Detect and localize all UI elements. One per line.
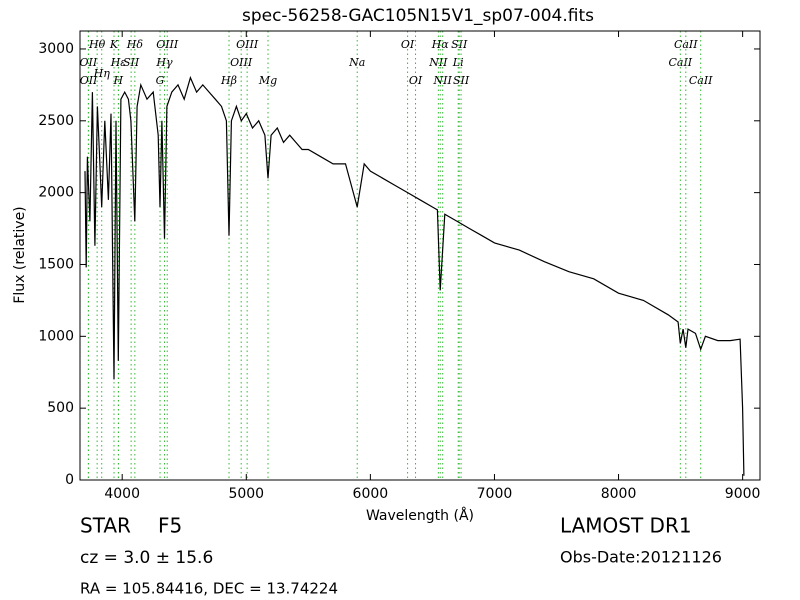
feature-label: OIII (230, 56, 253, 69)
feature-label: Hθ (88, 38, 106, 51)
feature-label: CaII (668, 56, 692, 69)
feature-label: SII (453, 74, 470, 87)
y-axis-label: Flux (relative) (12, 206, 28, 303)
y-tick-label: 1000 (38, 328, 74, 344)
y-tick-label: 2500 (38, 113, 74, 129)
x-tick-label: 9000 (725, 486, 761, 502)
feature-label: NII (428, 56, 448, 69)
feature-label: Hγ (155, 56, 173, 69)
chart-title: spec-56258-GAC105N15V1_sp07-004.fits (242, 6, 594, 26)
x-tick-label: 6000 (353, 486, 389, 502)
feature-label: OIII (156, 38, 179, 51)
y-tick-label: 1500 (38, 256, 74, 272)
x-axis-label: Wavelength (Å) (366, 507, 474, 524)
feature-label: SII (123, 56, 140, 69)
feature-label: Hε (110, 56, 127, 69)
feature-label: Hδ (126, 38, 144, 51)
feature-label: G (156, 74, 165, 87)
y-tick-label: 0 (65, 472, 74, 488)
x-tick-label: 8000 (601, 486, 637, 502)
subclass-label: F5 (158, 514, 182, 538)
feature-label: Hβ (220, 74, 237, 87)
spectrum-line (84, 75, 745, 476)
feature-label: OI (409, 74, 423, 87)
class-label: STAR (80, 514, 131, 538)
x-tick-label: 5000 (228, 486, 264, 502)
feature-label: NII (433, 74, 453, 87)
date-label: Obs-Date:20121126 (560, 548, 722, 567)
plot-frame (79, 30, 761, 481)
x-tick-label: 4000 (104, 486, 140, 502)
feature-label: K (109, 38, 119, 51)
y-tick-label: 2000 (38, 185, 74, 201)
feature-label: OI (401, 38, 415, 51)
feature-label: Mg (258, 74, 277, 87)
feature-label: CaII (674, 38, 698, 51)
feature-label: Li (452, 56, 464, 69)
feature-label: Hα (431, 38, 450, 51)
feature-label: CaII (689, 74, 713, 87)
feature-label: OII (80, 74, 98, 87)
feature-label: OIII (236, 38, 259, 51)
feature-label: Hη (93, 67, 111, 80)
feature-label: SII (451, 38, 468, 51)
y-tick-label: 3000 (38, 41, 74, 57)
survey-label: LAMOST DR1 (560, 514, 692, 538)
x-tick-label: 7000 (477, 486, 513, 502)
position-label: RA = 105.84416, DEC = 13.74224 (80, 580, 338, 598)
redshift-label: cz = 3.0 ± 15.6 (80, 548, 213, 568)
feature-label: Na (348, 56, 365, 69)
y-tick-label: 500 (47, 400, 74, 416)
